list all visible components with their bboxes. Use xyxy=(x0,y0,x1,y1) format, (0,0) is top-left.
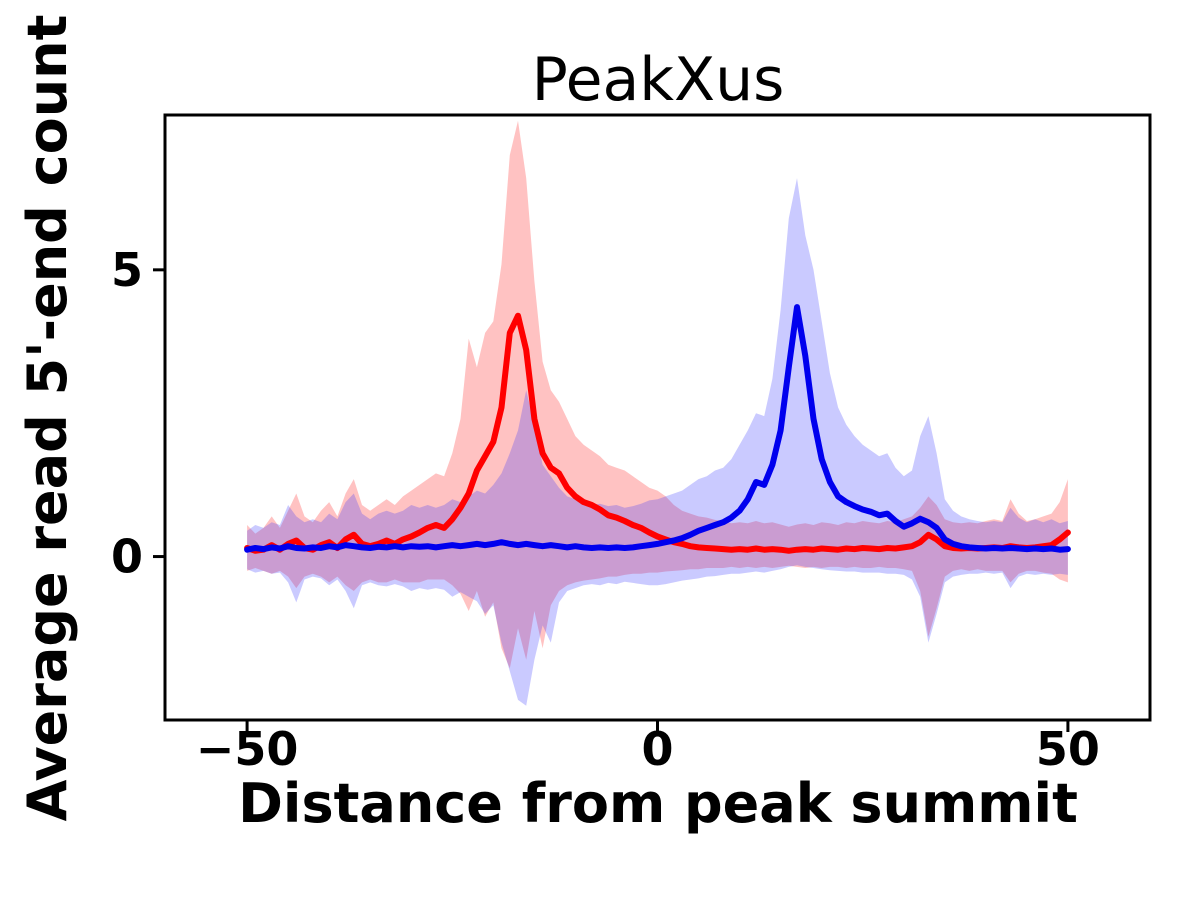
y-tick-label: 5 xyxy=(111,243,143,297)
y-axis-ticks: 05 xyxy=(111,243,165,584)
confidence-bands xyxy=(247,120,1068,706)
blue-confidence-band xyxy=(247,178,1068,706)
plot-border xyxy=(163,113,1152,722)
blue-series-line xyxy=(244,304,1071,553)
x-tick-label: 50 xyxy=(1036,722,1100,776)
y-tick-label: 0 xyxy=(111,530,143,584)
x-axis-label: Distance from peak summit xyxy=(238,772,1078,835)
y-axis-label: Average read 5'-end count xyxy=(16,15,79,822)
chart-title: PeakXus xyxy=(532,45,785,115)
red-series-line xyxy=(244,312,1071,554)
x-tick-label: −50 xyxy=(196,722,299,776)
series-lines xyxy=(244,304,1071,554)
x-axis-ticks: −50 0 50 xyxy=(196,720,1100,776)
x-tick-label: 0 xyxy=(641,722,673,776)
red-confidence-band xyxy=(247,120,1068,669)
